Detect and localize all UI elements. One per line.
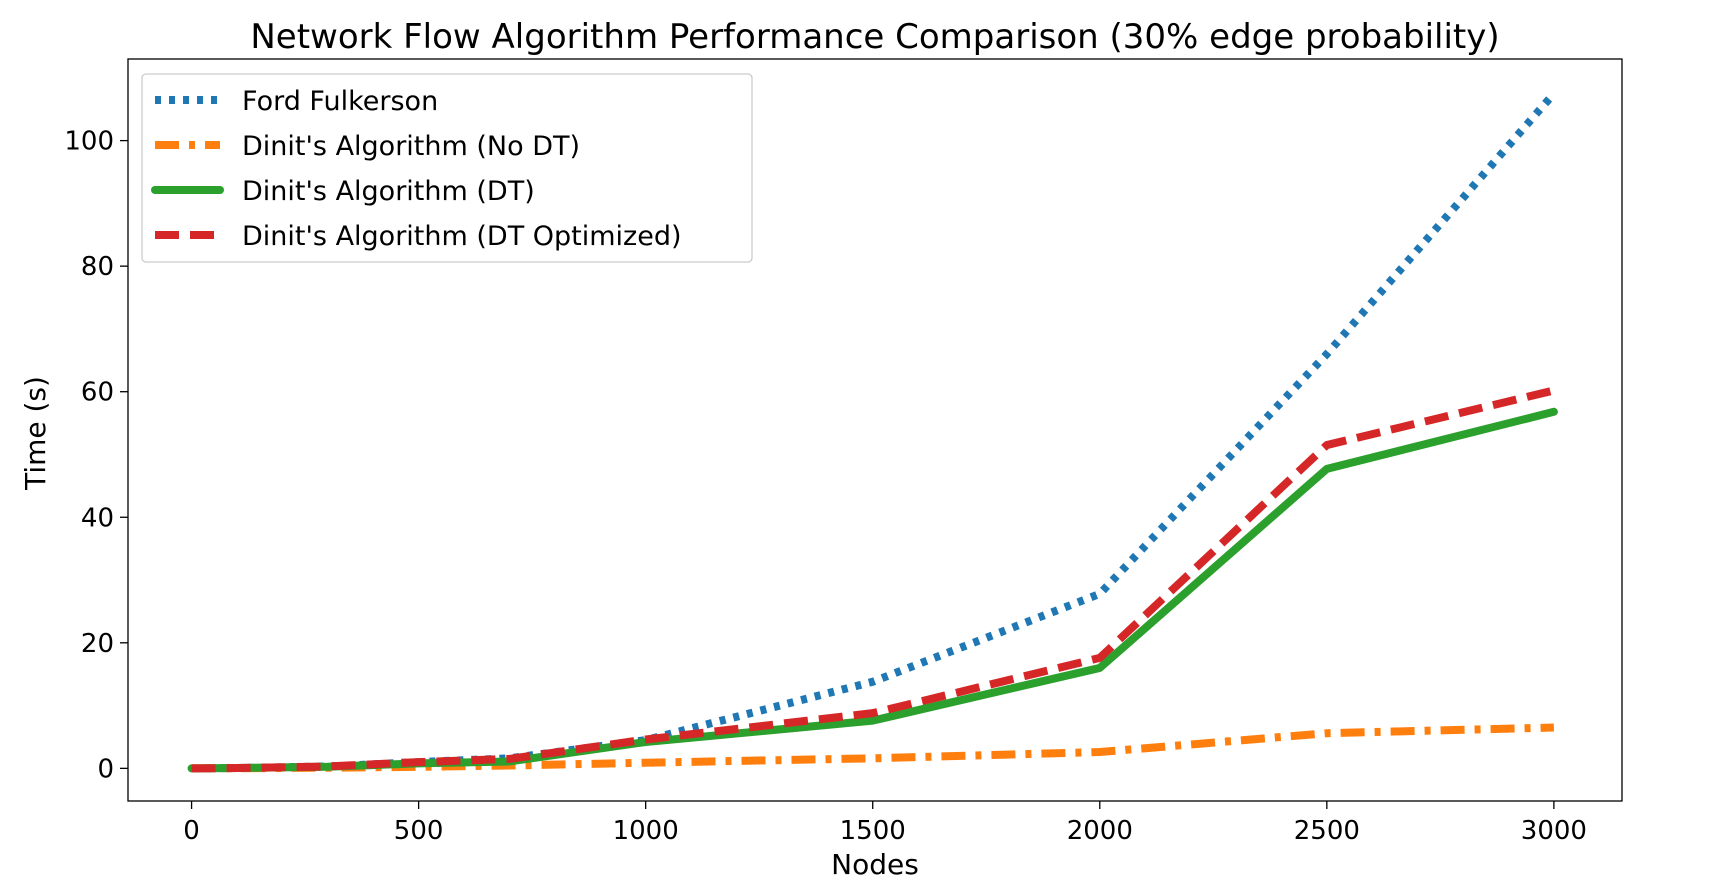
legend-label-1: Ford Fulkerson — [242, 86, 438, 117]
plot-frame — [127, 58, 1623, 802]
y-tick-label: 0 — [97, 754, 114, 784]
plot-lines — [187, 90, 1558, 773]
legend: Ford Fulkerson Dinit's Algorithm (No DT) D… — [141, 73, 753, 263]
x-tick-label: 1000 — [613, 816, 679, 846]
series-line-2 — [191, 723, 1554, 773]
legend-label-2: Dinit's Algorithm (No DT) — [242, 131, 580, 162]
series-line-4 — [191, 386, 1555, 773]
x-tick-label: 500 — [394, 816, 444, 846]
x-tick-label: 1500 — [840, 816, 906, 846]
y-tick-label: 100 — [64, 127, 114, 157]
x-axis-label: Nodes — [831, 848, 919, 881]
x-tick-label: 2500 — [1294, 816, 1360, 846]
legend-box — [141, 73, 753, 263]
y-tick-label: 20 — [81, 629, 114, 659]
y-axis-label: Time (s) — [19, 376, 52, 491]
chart-title: Network Flow Algorithm Performance Compa… — [250, 17, 1499, 57]
x-tick-label: 2000 — [1067, 816, 1133, 846]
x-tick-label: 0 — [183, 816, 200, 846]
x-tick-label: 3000 — [1521, 816, 1587, 846]
y-tick-label: 80 — [81, 252, 114, 282]
legend-label-3: Dinit's Algorithm (DT) — [242, 176, 535, 207]
y-tick-label: 60 — [81, 378, 114, 408]
y-tick-label: 40 — [81, 503, 114, 533]
axis-ticks: 0 500 1000 1500 2000 2500 3000 0 20 40 60 80 100 — [64, 127, 1587, 846]
legend-label-4: Dinit's Algorithm (DT Optimized) — [242, 221, 682, 252]
